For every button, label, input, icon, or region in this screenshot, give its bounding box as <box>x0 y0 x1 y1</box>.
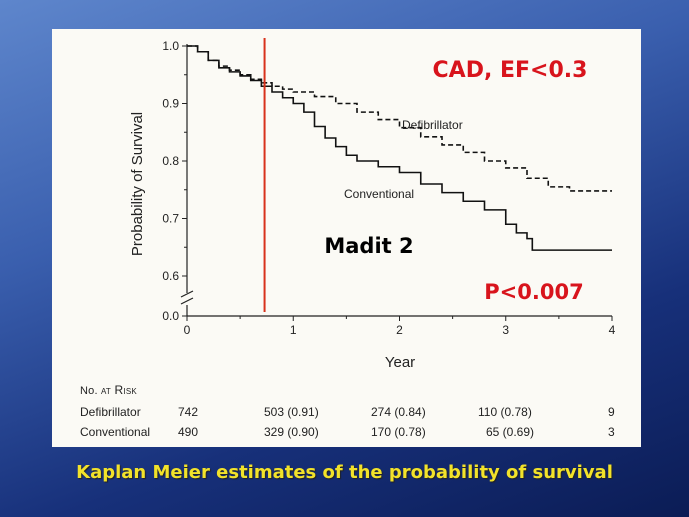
x-axis-label: Year <box>385 354 415 371</box>
at-risk-n0: 742 <box>178 405 199 419</box>
y-tick-label: 0.8 <box>162 154 179 168</box>
p-value-annotation: P<0.007 <box>484 280 583 304</box>
at-risk-y3: 65 (0.69) <box>486 425 535 439</box>
at-risk-prefix: No. <box>80 385 101 397</box>
trial-annotation: Madit 2 <box>324 234 413 258</box>
at-risk-y1: 503 (0.91) <box>264 405 319 419</box>
x-tick-label: 4 <box>609 323 616 337</box>
series-label-conventional: Conventional <box>344 187 414 201</box>
at-risk-row-defibrillator: Defibrillator 742 503 (0.91) 274 (0.84) … <box>52 405 641 421</box>
survival-chart: 0.0 0.6 0.7 0.8 0.9 1.0 0 1 2 3 4 CAD, EF<0.3 Madi… <box>129 38 616 371</box>
at-risk-row-conventional: Conventional 490 329 (0.90) 170 (0.78) 6… <box>52 425 641 441</box>
chart-axes: 0.0 0.6 0.7 0.8 0.9 1.0 0 1 2 3 4 <box>162 39 615 337</box>
at-risk-group: Defibrillator <box>80 405 141 419</box>
at-risk-group: Conventional <box>80 425 151 439</box>
y-axis-label: Probability of Survival <box>129 112 146 256</box>
y-tick-label: 0.0 <box>162 309 179 323</box>
slide-caption: Kaplan Meier estimates of the probabilit… <box>76 462 613 483</box>
at-risk-y2: 170 (0.78) <box>371 425 426 439</box>
series-layer <box>187 45 612 251</box>
axis-break-mark <box>180 297 194 305</box>
y-tick-label: 1.0 <box>162 39 179 53</box>
chart-title: CAD, EF<0.3 <box>433 58 588 83</box>
at-risk-y3: 110 (0.78) <box>478 405 532 419</box>
at-risk-y2: 274 (0.84) <box>371 405 426 419</box>
x-tick-label: 1 <box>290 323 297 337</box>
at-risk-y1: 329 (0.90) <box>264 425 319 439</box>
series-label-defibrillator: Defibrillator <box>402 118 463 132</box>
x-tick-label: 2 <box>396 323 403 337</box>
x-tick-label: 0 <box>184 323 191 337</box>
series-line-conventional <box>187 45 612 251</box>
at-risk-smallcaps: at Risk <box>100 383 137 397</box>
chart-panel: 0.0 0.6 0.7 0.8 0.9 1.0 0 1 2 3 4 CAD, EF<0.3 Madi… <box>52 29 641 447</box>
at-risk-n0: 490 <box>178 425 199 439</box>
at-risk-y4: 3 <box>608 425 615 439</box>
y-tick-label: 0.7 <box>162 212 179 226</box>
y-tick-label: 0.9 <box>162 97 179 111</box>
x-tick-label: 3 <box>502 323 509 337</box>
y-tick-label: 0.6 <box>162 269 179 283</box>
at-risk-title: No. at Risk <box>80 383 137 397</box>
axis-break-mark <box>180 290 194 298</box>
at-risk-y4: 9 <box>608 405 615 419</box>
